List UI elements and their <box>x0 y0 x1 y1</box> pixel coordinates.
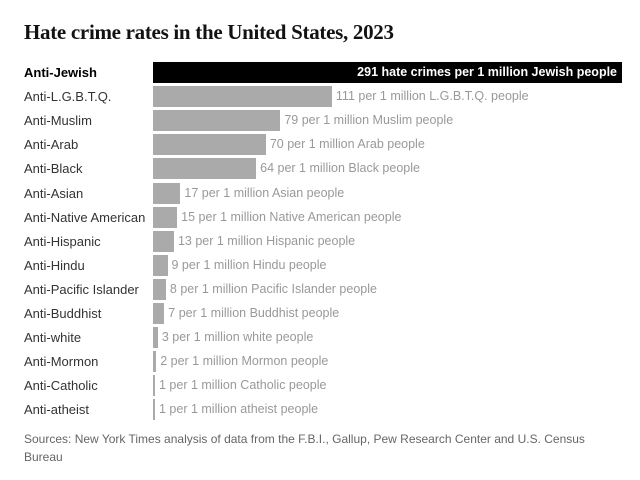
bar-row: Anti-Jewish 291 hate crimes per 1 million… <box>0 62 640 84</box>
value-label: 9 per 1 million Hindu people <box>171 257 327 272</box>
chart-title: Hate crime rates in the United States, 2… <box>24 20 394 44</box>
category-label: Anti-Mormon <box>24 354 99 370</box>
bar <box>153 399 155 421</box>
bar <box>153 327 158 349</box>
value-label: 291 hate crimes per 1 million Jewish peo… <box>357 65 617 79</box>
bar-row: Anti-Hindu 9 per 1 million Hindu people <box>0 254 640 277</box>
bar <box>153 375 155 397</box>
value-label: 13 per 1 million Hispanic people <box>177 233 356 248</box>
value-label: 70 per 1 million Arab people <box>269 137 425 152</box>
category-label: Anti-Hispanic <box>24 233 101 249</box>
bar-row: Anti-Mormon 2 per 1 million Mormon people <box>0 351 640 373</box>
bar-row: Anti-Muslim 79 per 1 million Muslim peopl… <box>0 110 640 132</box>
category-label: Anti-Native American <box>24 209 146 225</box>
bar <box>153 278 166 300</box>
bar <box>153 62 622 83</box>
category-label: Anti-Pacific Islander <box>24 281 139 297</box>
category-label: Anti-Muslim <box>24 113 92 129</box>
bar-row: Anti-Buddhist 7 per 1 million Buddhist pe… <box>0 303 640 325</box>
bar <box>153 206 178 228</box>
category-label: Anti-Buddhist <box>24 306 102 321</box>
value-label: 3 per 1 million white people <box>161 330 314 345</box>
value-label: 111 per 1 million L.G.B.T.Q. people <box>335 89 529 104</box>
bar-row: Anti-L.G.B.T.Q. 111 per 1 million L.G.B.T… <box>0 86 640 108</box>
bar-row: Anti-Hispanic 13 per 1 million Hispanic p… <box>0 230 640 253</box>
bar <box>153 182 181 204</box>
bar-row: Anti-Arab 70 per 1 million Arab people <box>0 134 640 156</box>
category-label: Anti-Hindu <box>24 257 85 273</box>
bar <box>153 86 332 108</box>
category-label: Anti-white <box>24 330 82 346</box>
value-label: 17 per 1 million Asian people <box>184 185 345 200</box>
value-label: 64 per 1 million Black people <box>260 161 420 176</box>
bar-row: Anti-Native American 15 per 1 million Nat… <box>0 206 640 229</box>
category-label: Anti-Jewish <box>24 65 97 80</box>
value-label: 8 per 1 million Pacific Islander people <box>169 281 377 296</box>
value-label: 15 per 1 million Native American people <box>181 209 402 224</box>
category-label: Anti-L.G.B.T.Q. <box>24 89 112 105</box>
bar-row: Anti-Catholic 1 per 1 million Catholic pe… <box>0 375 640 397</box>
bar <box>153 158 257 180</box>
value-label: 79 per 1 million Muslim people <box>284 113 454 128</box>
bar-row: Anti-atheist 1 per 1 million atheist peop… <box>0 399 640 421</box>
bar <box>153 303 165 324</box>
category-label: Anti-Catholic <box>24 378 98 394</box>
bar <box>153 254 168 276</box>
category-label: Anti-Arab <box>24 137 79 153</box>
bar-row: Anti-Black 64 per 1 million Black people <box>0 158 640 180</box>
category-label: Anti-Asian <box>24 185 84 201</box>
source-note: Sources: New York Times analysis of data… <box>24 432 585 464</box>
bar-row: Anti-white 3 per 1 million white people <box>0 327 640 349</box>
category-label: Anti-atheist <box>24 402 90 418</box>
value-label: 1 per 1 million atheist people <box>159 402 319 417</box>
bar <box>153 351 157 373</box>
category-label: Anti-Black <box>24 161 83 177</box>
value-label: 1 per 1 million Catholic people <box>159 378 327 393</box>
bar <box>153 134 266 156</box>
bar-row: Anti-Pacific Islander 8 per 1 million Pac… <box>0 278 640 301</box>
value-label: 7 per 1 million Buddhist people <box>168 306 340 320</box>
bar-row: Anti-Asian 17 per 1 million Asian people <box>0 182 640 205</box>
bar <box>153 110 281 132</box>
value-label: 2 per 1 million Mormon people <box>160 354 329 369</box>
bar <box>153 230 174 252</box>
